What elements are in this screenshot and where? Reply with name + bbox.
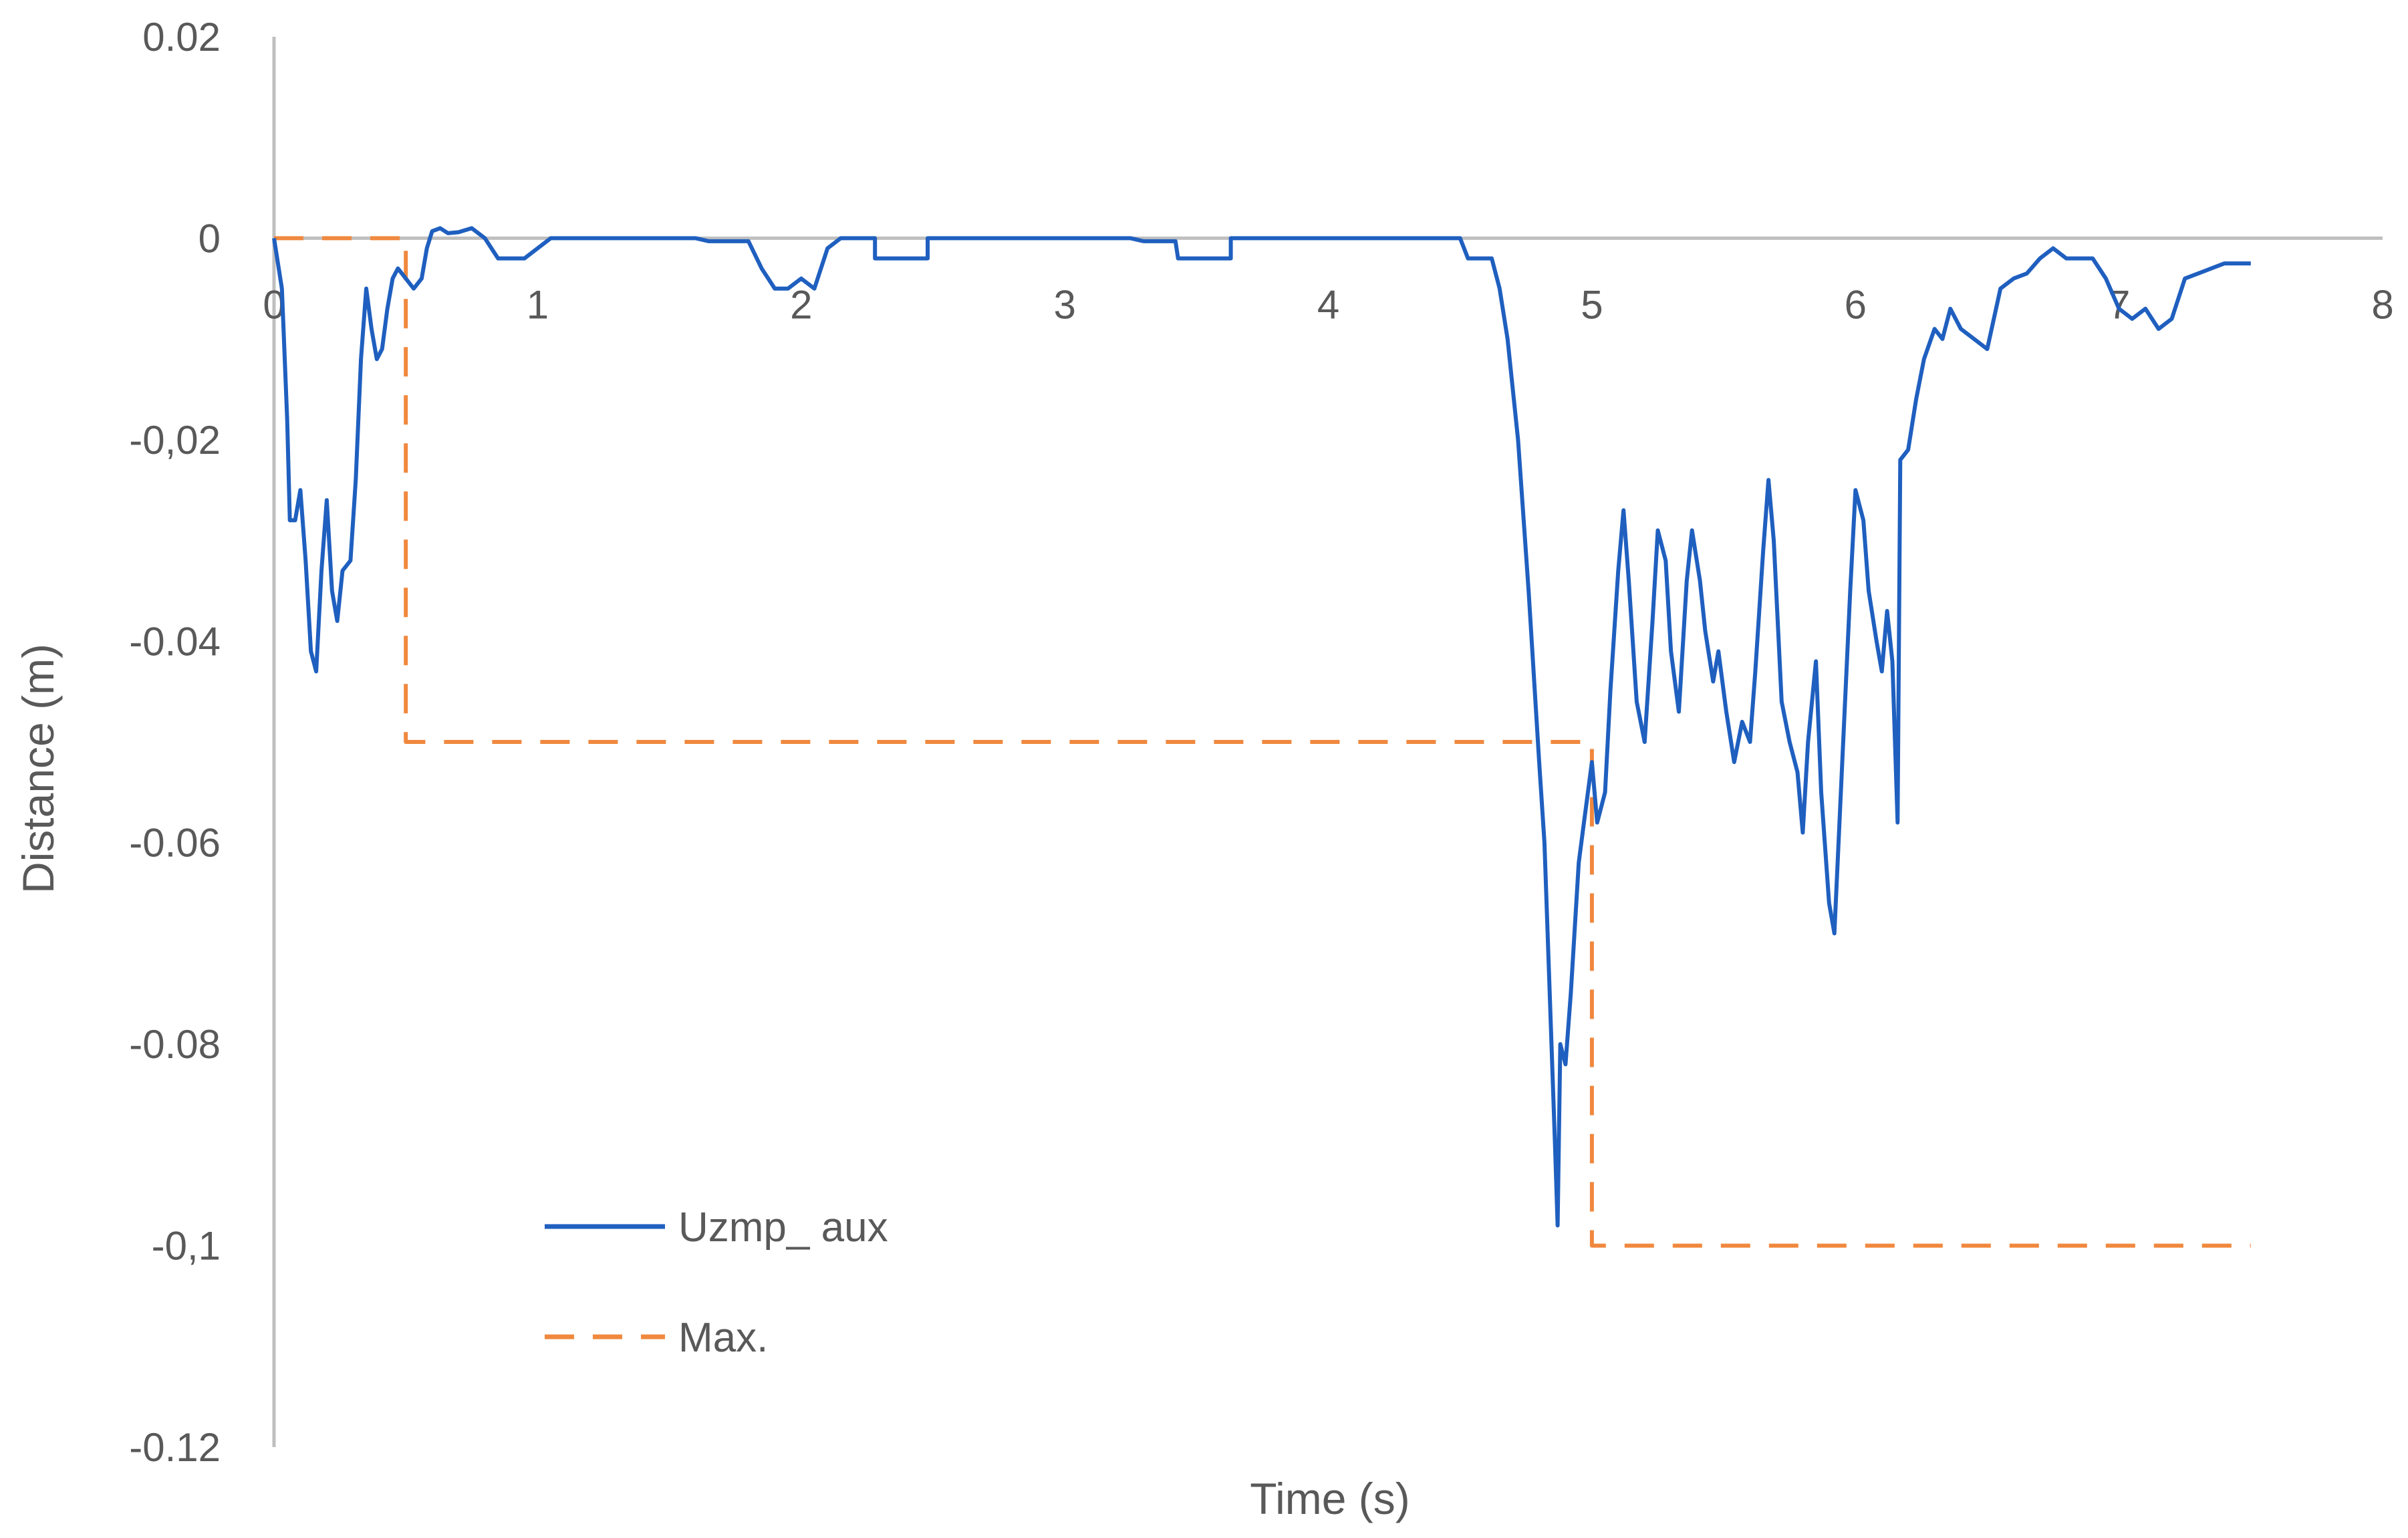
series-layer — [272, 226, 2251, 1248]
y-tick-label: -0,02 — [129, 418, 221, 463]
legend-label-max: Max. — [678, 1315, 768, 1361]
series-line-max — [274, 236, 2251, 1248]
y-tick-label: -0.04 — [129, 619, 221, 664]
y-axis-title: Distance (m) — [13, 644, 63, 894]
y-tick-label: -0.06 — [129, 821, 221, 866]
y-tick-label: 0 — [198, 216, 221, 261]
y-tick-label: 0.02 — [142, 15, 221, 59]
y-tick-labels: 0.02 0 -0,02 -0.04 -0.06 -0.08 -0,1 -0.12 — [129, 15, 221, 1470]
y-tick-label: -0.12 — [129, 1425, 221, 1470]
x-tick-label: 4 — [1317, 282, 1339, 327]
x-tick-label: 3 — [1053, 282, 1075, 327]
y-tick-label: -0,1 — [152, 1224, 221, 1269]
y-tick-label: -0.08 — [129, 1022, 221, 1067]
legend: Uzmp_ aux Max. — [545, 1204, 888, 1361]
x-tick-label: 8 — [2371, 282, 2393, 327]
legend-label-uzmp: Uzmp_ aux — [678, 1204, 888, 1251]
x-tick-label: 6 — [1845, 282, 1867, 327]
series-line-uzmp-aux — [272, 226, 2251, 1228]
x-tick-label: 5 — [1581, 282, 1603, 327]
x-axis-title: Time (s) — [1250, 1474, 1410, 1523]
x-tick-label: 1 — [527, 282, 549, 327]
x-tick-label: 2 — [790, 282, 812, 327]
